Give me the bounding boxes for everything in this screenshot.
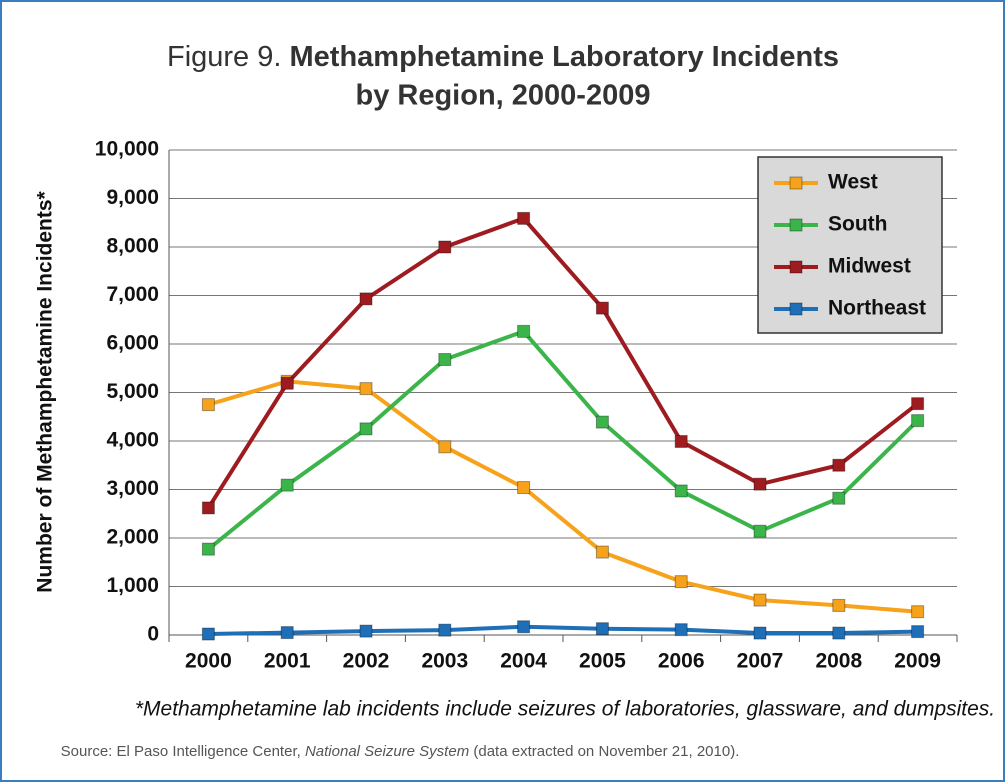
x-tick-label: 2006 (658, 650, 705, 673)
source-text: (data extracted on November 21, 2010). (469, 743, 739, 760)
series-line (207, 379, 918, 614)
series-line (207, 329, 920, 551)
point (832, 626, 846, 640)
source: Source: El Paso Intelligence Center, Nat… (61, 743, 740, 760)
y-tick-label: 5,000 (106, 380, 159, 403)
point (201, 398, 215, 412)
legend-label: West (828, 171, 878, 194)
x-tick-label: 2008 (815, 650, 862, 673)
point (595, 622, 609, 636)
point (753, 524, 767, 538)
legend-label: South (828, 213, 887, 236)
point (832, 491, 846, 505)
y-tick-label: 10,000 (95, 138, 159, 161)
y-tick-label: 2,000 (106, 526, 159, 549)
point (201, 627, 215, 641)
point (517, 324, 531, 338)
x-tick-label: 2005 (579, 650, 626, 673)
y-tick-label: 6,000 (106, 332, 159, 355)
point (517, 481, 531, 495)
title-line: Methamphetamine Laboratory Incidents (290, 41, 840, 73)
point (517, 211, 531, 225)
point (832, 458, 846, 472)
legend-marker (789, 176, 803, 190)
series-line (208, 624, 918, 637)
point (674, 623, 688, 637)
y-tick-label: 4,000 (106, 429, 159, 452)
series-line (206, 216, 919, 509)
point (911, 414, 925, 428)
point (438, 440, 452, 454)
chart-title: Figure 9. Methamphetamine Laboratory Inc… (167, 41, 839, 73)
point (280, 626, 294, 640)
y-tick-label: 3,000 (106, 477, 159, 500)
point (674, 434, 688, 448)
x-tick-label: 2002 (343, 650, 390, 673)
point (911, 605, 925, 619)
x-tick-label: 2003 (421, 650, 468, 673)
point (674, 484, 688, 498)
point (595, 545, 609, 559)
source-text: National Seizure System (305, 743, 469, 760)
y-tick-label: 8,000 (106, 235, 159, 258)
point (832, 598, 846, 612)
legend-marker (789, 218, 803, 232)
y-tick-label: 1,000 (106, 574, 159, 597)
point (359, 292, 373, 306)
point (201, 501, 215, 515)
y-axis-label: Number of Methamphetamine Incidents* (34, 190, 57, 592)
point (359, 624, 373, 638)
title-label: Figure 9. (167, 41, 281, 73)
legend-marker (789, 302, 803, 316)
point (359, 422, 373, 436)
point (753, 477, 767, 491)
point (595, 301, 609, 315)
legend-label: Midwest (828, 255, 911, 278)
point (674, 575, 688, 589)
legend-marker (789, 260, 803, 274)
x-tick-label: 2004 (500, 650, 547, 673)
point (517, 620, 531, 634)
point (753, 626, 767, 640)
y-tick-label: 0 (147, 623, 159, 646)
point (359, 382, 373, 396)
x-tick-label: 2000 (185, 650, 232, 673)
y-tick-label: 7,000 (106, 283, 159, 306)
title-line: by Region, 2000-2009 (356, 80, 651, 112)
point (911, 397, 925, 411)
point (438, 353, 452, 367)
point (753, 593, 767, 607)
point (280, 478, 294, 492)
footnote: *Methamphetamine lab incidents include s… (135, 698, 995, 721)
legend-box (757, 156, 943, 334)
point (438, 623, 452, 637)
point (911, 625, 925, 639)
x-tick-label: 2009 (894, 650, 941, 673)
point (201, 542, 215, 556)
point (280, 376, 294, 390)
legend-label: Northeast (828, 297, 926, 320)
x-tick-label: 2007 (737, 650, 784, 673)
point (595, 415, 609, 429)
x-tick-label: 2001 (264, 650, 311, 673)
point (438, 240, 452, 254)
source-text: Source: El Paso Intelligence Center, (61, 743, 305, 760)
y-tick-label: 9,000 (106, 186, 159, 209)
